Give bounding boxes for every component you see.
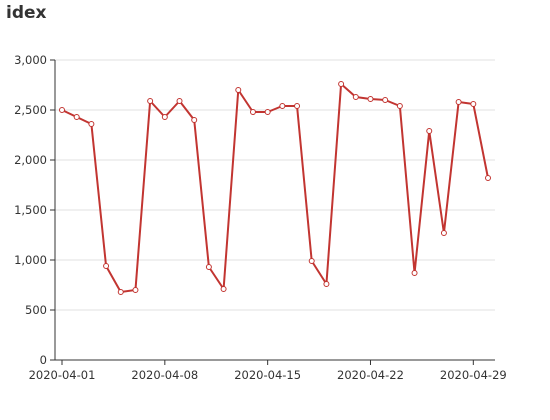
series-line-group <box>61 83 489 293</box>
data-points <box>59 81 491 295</box>
data-point[interactable] <box>132 287 139 293</box>
data-point[interactable] <box>382 97 389 103</box>
data-point[interactable] <box>396 103 403 109</box>
data-point[interactable] <box>294 103 301 109</box>
y-tick-label: 500 <box>25 303 47 317</box>
y-tick-label: 0 <box>40 353 47 367</box>
data-point[interactable] <box>249 109 256 115</box>
y-tick-label: 1,500 <box>14 203 47 217</box>
data-point[interactable] <box>176 98 183 104</box>
data-point[interactable] <box>220 286 227 292</box>
data-point[interactable] <box>88 121 95 127</box>
x-tick-label: 2020-04-01 <box>29 368 96 382</box>
data-point[interactable] <box>367 96 374 102</box>
data-point[interactable] <box>323 281 330 287</box>
data-point[interactable] <box>59 107 65 113</box>
x-tick-label: 2020-04-15 <box>234 368 301 382</box>
grid-lines <box>55 59 495 311</box>
data-point[interactable] <box>426 128 433 134</box>
data-point[interactable] <box>147 98 154 104</box>
data-point[interactable] <box>264 109 271 115</box>
data-point[interactable] <box>205 264 212 270</box>
data-point[interactable] <box>485 175 491 181</box>
data-point[interactable] <box>338 81 345 87</box>
x-axis-tick-labels: 2020-04-01 2020-04-08 2020-04-15 2020-04-22… <box>29 368 507 382</box>
y-tick-label: 3,000 <box>14 53 47 67</box>
series-line <box>61 83 489 293</box>
data-point[interactable] <box>117 289 124 295</box>
y-tick-label: 1,000 <box>14 253 47 267</box>
data-point[interactable] <box>235 87 242 93</box>
data-point[interactable] <box>470 101 477 107</box>
data-point[interactable] <box>455 99 462 105</box>
data-point[interactable] <box>103 263 110 269</box>
x-tick-label: 2020-04-08 <box>131 368 198 382</box>
data-point[interactable] <box>191 117 198 123</box>
data-point[interactable] <box>73 114 80 120</box>
y-tick-label: 2,500 <box>14 103 47 117</box>
chart-title: idex <box>6 3 47 23</box>
y-axis-tick-labels: 0 500 1,000 1,500 2,000 2,500 3,000 <box>14 53 47 367</box>
data-point[interactable] <box>440 230 447 236</box>
data-point[interactable] <box>352 94 359 100</box>
data-point[interactable] <box>279 103 286 109</box>
x-tick-label: 2020-04-29 <box>440 368 507 382</box>
y-tick-label: 2,000 <box>14 153 47 167</box>
data-point[interactable] <box>161 114 168 120</box>
axes <box>50 59 495 365</box>
data-point[interactable] <box>411 270 418 276</box>
data-point[interactable] <box>308 258 315 264</box>
x-tick-label: 2020-04-22 <box>337 368 404 382</box>
